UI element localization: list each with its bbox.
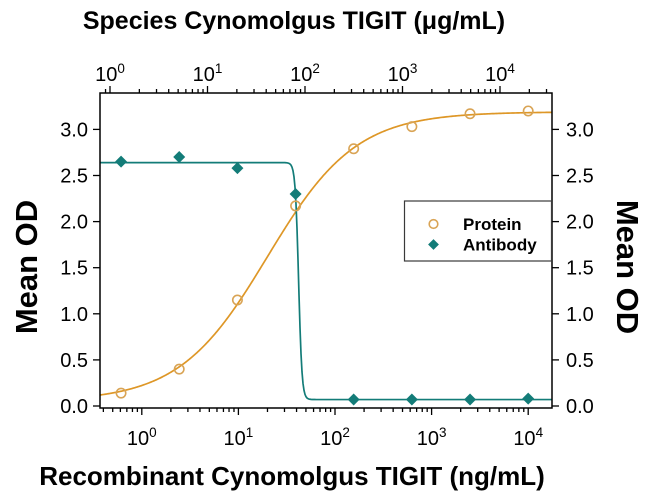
axis-tick-labels: 100 101 102 103 104 100 101 102 103 104 0.0 0.0 0.5 0… [60,61,594,450]
x-bottom-tick-label: 103 [417,425,447,450]
axis-ticks [93,86,559,415]
antibody-point [173,151,186,164]
x-top-tick-label: 104 [485,61,515,86]
antibody-point [522,392,535,405]
x-bottom-tick-label: 101 [224,425,254,450]
legend: Protein Antibody [403,200,553,262]
y-left-tick-label: 1.0 [60,304,88,326]
y-left-tick-label: 2.5 [60,166,88,188]
y-right-tick-label: 0.0 [566,396,594,418]
x-top-tick-label: 101 [193,61,223,86]
y-right-tick-label: 3.0 [566,119,594,141]
legend-box [403,200,553,262]
y-right-tick-label: 1.5 [566,258,594,280]
y-left-tick-label: 3.0 [60,119,88,141]
x-top-tick-label: 102 [290,61,320,86]
legend-label-protein: Protein [463,215,522,234]
protein-point [115,387,127,399]
legend-diamond-icon [428,239,439,250]
y-right-tick-label: 2.5 [566,166,594,188]
x-top-tick-label: 100 [95,61,125,86]
antibody-point [115,155,128,168]
y-left-tick-label: 2.0 [60,212,88,234]
protein-point [522,105,534,117]
legend-open-circle-icon [428,218,439,230]
protein-point [406,121,418,133]
x-bottom-tick-label: 100 [127,425,157,450]
data-markers [115,105,535,406]
fit-curves [100,111,552,401]
protein-point [290,200,302,212]
x-top-tick-label: 103 [388,61,418,86]
y-left-tick-label: 0.0 [60,396,88,418]
antibody-point [464,393,477,406]
top-axis-title: Species Cynomolgus TIGIT (μg/mL) [82,7,506,35]
y-right-tick-label: 2.0 [566,212,594,234]
protein-point [173,363,185,375]
antibody-curve [100,161,552,401]
antibody-point [289,187,302,200]
x-bottom-tick-label: 104 [513,425,543,450]
y-right-tick-label: 1.0 [566,304,594,326]
protein-point [348,143,360,155]
antibody-point [231,162,244,175]
protein-point [464,108,476,120]
bottom-axis-title: Recombinant Cynomolgus TIGIT (ng/mL) [39,461,545,491]
protein-curve [100,111,552,396]
antibody-point [347,393,360,406]
protein-point [231,294,243,306]
y-right-tick-label: 0.5 [566,350,594,372]
x-bottom-tick-label: 102 [320,425,350,450]
y-left-tick-label: 1.5 [60,258,88,280]
legend-label-antibody: Antibody [463,236,537,255]
antibody-point [405,393,418,406]
y-left-tick-label: 0.5 [60,350,88,372]
